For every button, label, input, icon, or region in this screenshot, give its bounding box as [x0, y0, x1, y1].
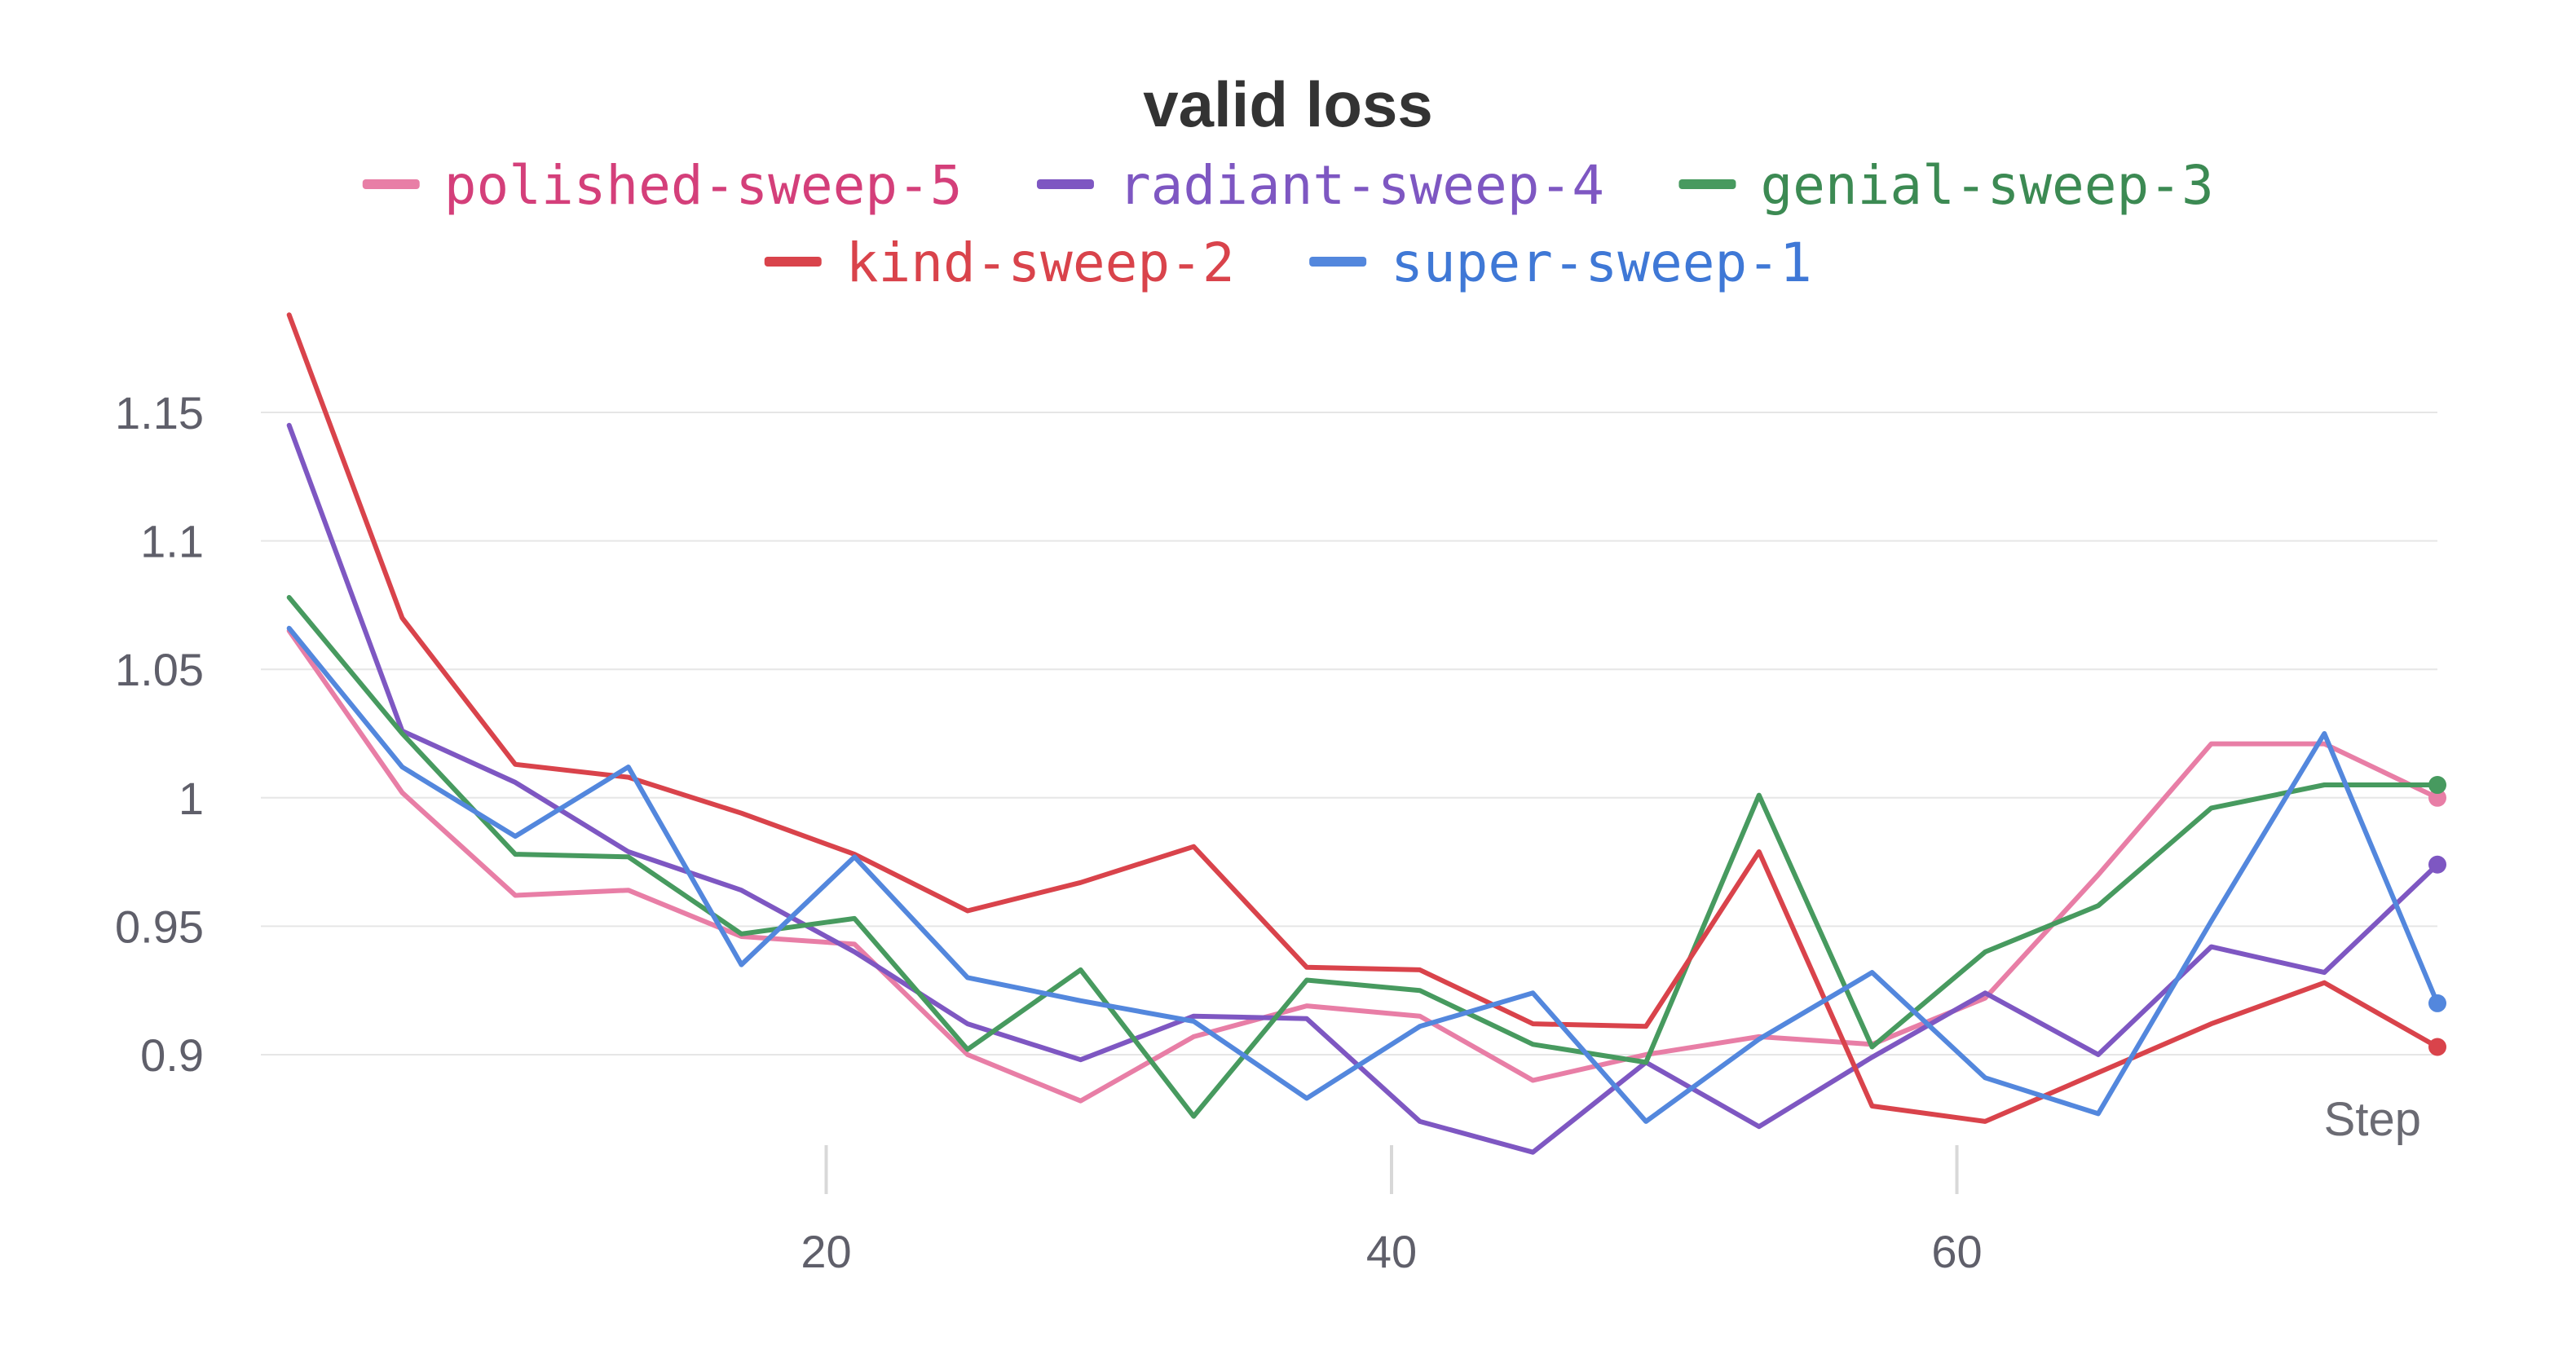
y-tick-label: 1.05 — [115, 644, 204, 695]
y-tick-label: 0.9 — [140, 1029, 204, 1081]
legend-swatch-super-sweep-1 — [1309, 257, 1367, 267]
legend-label-kind-sweep-2: kind-sweep-2 — [846, 231, 1235, 294]
legend-swatch-genial-sweep-3 — [1678, 179, 1736, 189]
series-line-kind-sweep-2 — [286, 312, 2440, 1124]
legend-swatch-radiant-sweep-4 — [1036, 179, 1094, 189]
series-end-point-radiant-sweep-4 — [2428, 855, 2446, 874]
y-tick-label: 1.1 — [140, 516, 204, 567]
legend-label-radiant-sweep-4: radiant-sweep-4 — [1118, 154, 1604, 217]
grid-lines — [261, 412, 2437, 1056]
x-tick-label: 40 — [1366, 1226, 1417, 1277]
x-tick-label: 60 — [1931, 1226, 1982, 1277]
x-axis-label: Step — [2324, 1093, 2421, 1146]
series-line-polished-sweep-5 — [286, 628, 2440, 1104]
legend: polished-sweep-5 radiant-sweep-4 genial-sw… — [362, 154, 2214, 294]
series-group — [286, 312, 2446, 1155]
y-tick-label: 0.95 — [115, 901, 204, 952]
legend-swatch-kind-sweep-2 — [764, 257, 822, 267]
series-end-point-kind-sweep-2 — [2428, 1038, 2446, 1056]
legend-swatch-polished-sweep-5 — [362, 179, 420, 189]
series-line-radiant-sweep-4 — [286, 422, 2440, 1155]
series-end-point-super-sweep-1 — [2428, 994, 2446, 1012]
x-axis: 20 40 60 — [801, 1145, 1983, 1277]
legend-label-genial-sweep-3: genial-sweep-3 — [1760, 154, 2213, 217]
series-line-genial-sweep-3 — [286, 595, 2440, 1119]
chart-title: valid loss — [1143, 68, 1433, 140]
legend-label-polished-sweep-5: polished-sweep-5 — [444, 154, 963, 217]
y-tick-label: 1.15 — [115, 387, 204, 439]
legend-label-super-sweep-1: super-sweep-1 — [1391, 231, 1812, 294]
series-end-point-genial-sweep-3 — [2428, 776, 2446, 795]
series-end-point-polished-sweep-5 — [2428, 788, 2446, 807]
x-tick-label: 20 — [801, 1226, 851, 1277]
y-axis: 0.9 0.95 1 1.05 1.1 1.15 — [115, 387, 204, 1081]
series-line-super-sweep-1 — [286, 625, 2440, 1124]
y-tick-label: 1 — [179, 773, 204, 824]
